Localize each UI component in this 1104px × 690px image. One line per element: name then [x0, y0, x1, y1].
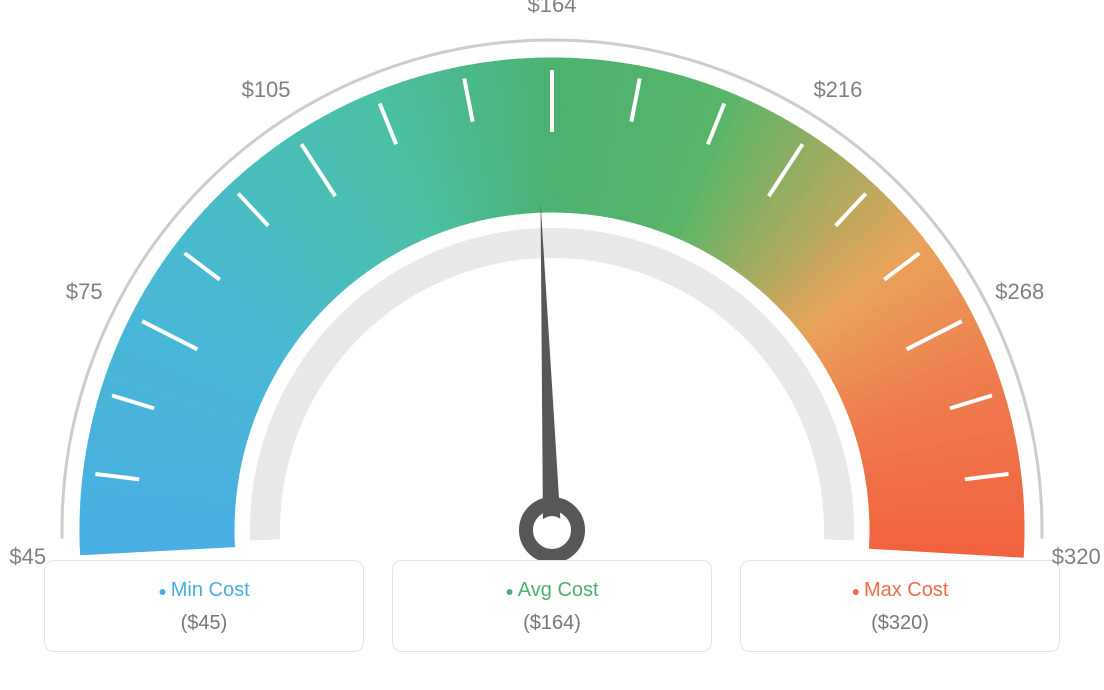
legend-min-value: ($45)	[55, 612, 353, 635]
gauge-scale-label: $75	[66, 279, 103, 305]
legend-min-label: Min Cost	[55, 579, 353, 602]
gauge-scale-label: $216	[813, 77, 862, 103]
legend-card-min: Min Cost ($45)	[44, 560, 364, 652]
legend-card-avg: Avg Cost ($164)	[392, 560, 712, 652]
gauge-scale-label: $320	[1052, 544, 1101, 570]
legend-avg-value: ($164)	[403, 612, 701, 635]
gauge-scale-label: $268	[995, 279, 1044, 305]
legend-avg-label: Avg Cost	[403, 579, 701, 602]
gauge-scale-label: $105	[242, 77, 291, 103]
legend-row: Min Cost ($45) Avg Cost ($164) Max Cost …	[0, 560, 1104, 652]
legend-max-value: ($320)	[751, 612, 1049, 635]
legend-card-max: Max Cost ($320)	[740, 560, 1060, 652]
legend-max-label: Max Cost	[751, 579, 1049, 602]
gauge-scale-label: $45	[9, 544, 46, 570]
gauge-chart: $45$75$105$164$216$268$320	[0, 0, 1104, 560]
gauge-scale-label: $164	[528, 0, 577, 18]
gauge-svg	[0, 0, 1104, 560]
